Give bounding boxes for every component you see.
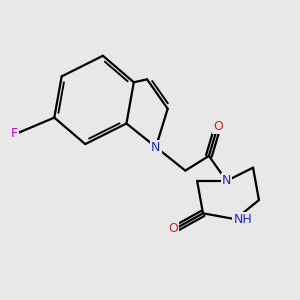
- Text: NH: NH: [233, 213, 252, 226]
- Text: F: F: [11, 127, 18, 140]
- Text: N: N: [222, 174, 231, 188]
- Text: N: N: [151, 141, 160, 154]
- Text: O: O: [213, 120, 223, 133]
- Text: O: O: [169, 221, 178, 235]
